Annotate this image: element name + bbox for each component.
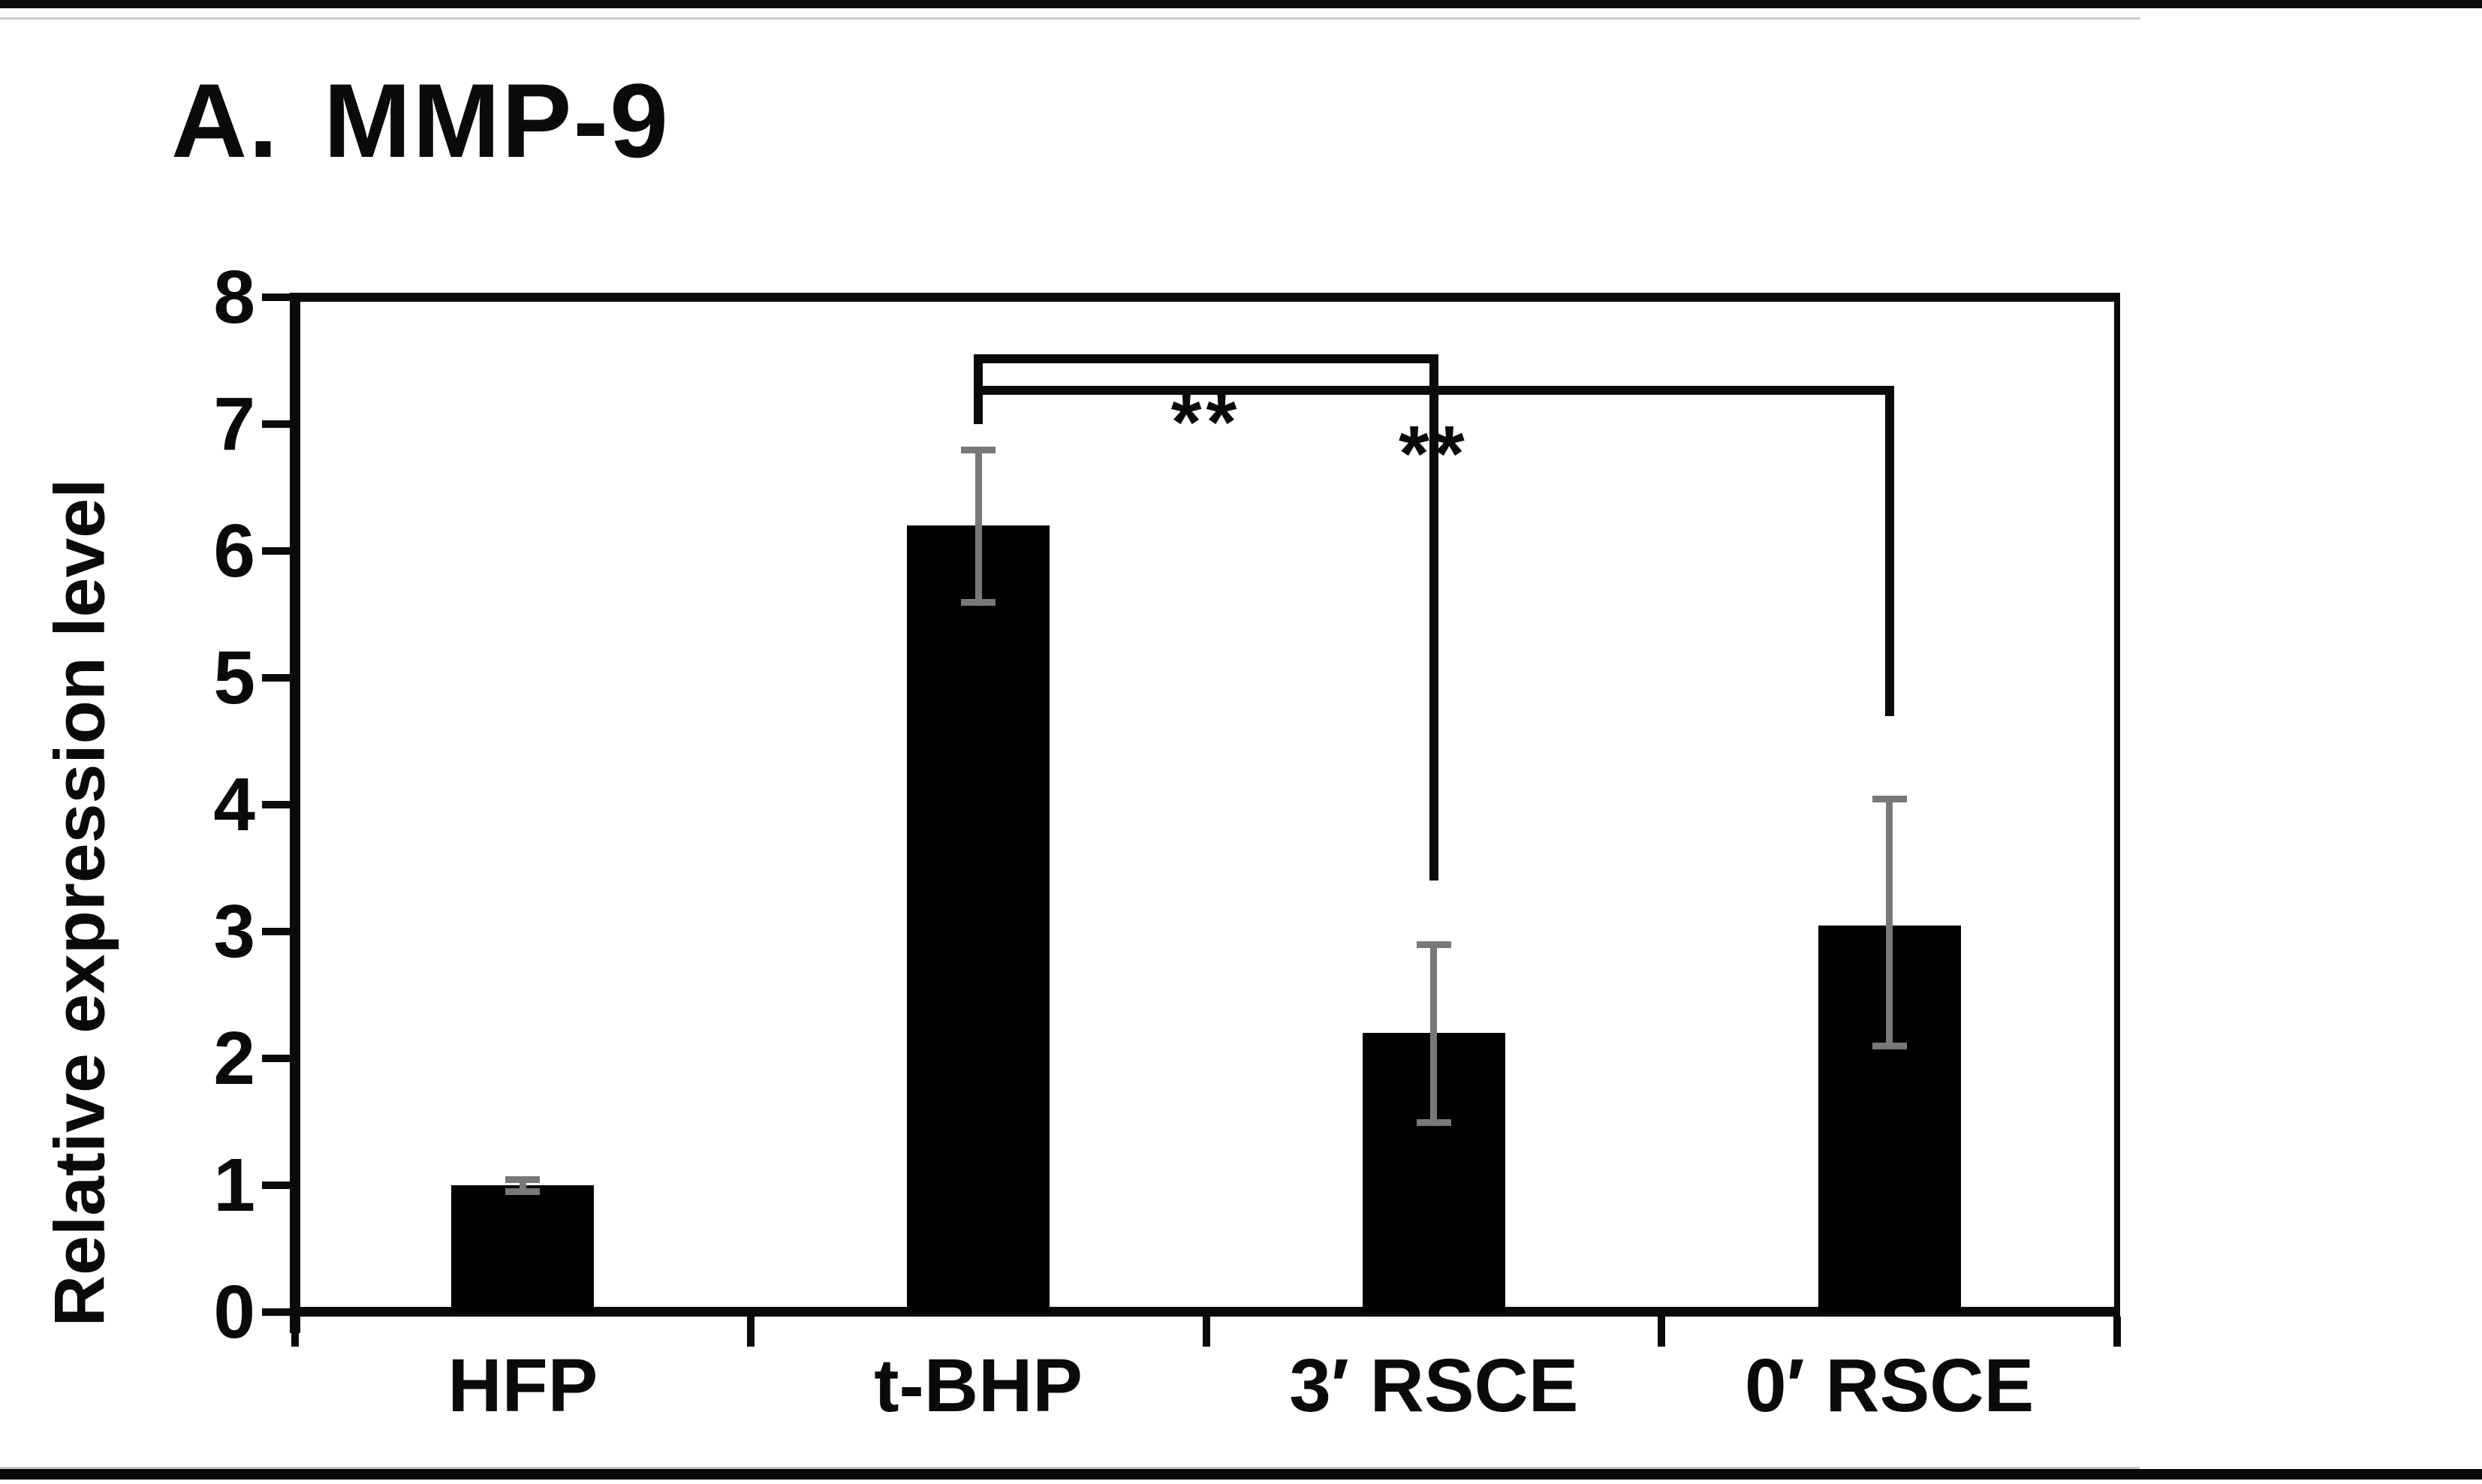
y-tick xyxy=(262,420,295,428)
error-bar-whisker xyxy=(1430,944,1438,1122)
y-tick-label: 1 xyxy=(213,1143,255,1227)
y-tick-label: 2 xyxy=(213,1016,255,1100)
significance-bracket-horizontal xyxy=(974,386,1894,396)
y-tick-label: 6 xyxy=(213,509,255,593)
category-label: HFP xyxy=(447,1344,598,1428)
y-tick xyxy=(262,1181,295,1189)
y-tick-label: 0 xyxy=(213,1270,255,1354)
significance-bracket-right-drop xyxy=(1884,386,1894,716)
significance-label: ** xyxy=(1170,378,1242,467)
x-tick xyxy=(291,1317,299,1347)
error-bar-cap-bottom xyxy=(1872,1043,1907,1050)
error-bar-whisker xyxy=(974,449,982,602)
y-tick-label: 7 xyxy=(213,382,255,466)
y-tick xyxy=(262,293,295,301)
error-bar-whisker xyxy=(1886,798,1893,1046)
error-bar-cap-bottom xyxy=(505,1188,541,1196)
error-bar-cap-top xyxy=(1416,941,1451,948)
category-label: 3′ RSCE xyxy=(1289,1344,1579,1428)
figure-title: A. MMP-9 xyxy=(171,62,670,179)
y-tick-label: 4 xyxy=(213,763,255,847)
y-tick xyxy=(262,928,295,935)
significance-bracket-left-drop xyxy=(974,386,983,424)
y-tick xyxy=(262,547,295,555)
x-tick xyxy=(2113,1317,2121,1347)
y-tick-label: 3 xyxy=(213,889,255,974)
error-bar-cap-top xyxy=(961,446,996,453)
bottom-border-rule-shadow xyxy=(0,1467,2140,1469)
y-axis-line xyxy=(290,293,300,1333)
significance-bracket-right-drop xyxy=(1429,354,1438,881)
x-axis-line xyxy=(290,1307,2120,1317)
error-bar-cap-top xyxy=(1872,795,1907,802)
plot-frame-top xyxy=(290,293,2120,302)
bar xyxy=(907,525,1050,1312)
y-tick xyxy=(262,1055,295,1062)
plot-frame-right xyxy=(2114,293,2120,1342)
top-border-rule-shadow xyxy=(0,17,2140,20)
x-tick xyxy=(1658,1317,1666,1347)
y-tick-label: 8 xyxy=(213,255,255,339)
y-axis-title: Relative expression level xyxy=(40,477,120,1327)
category-label: t-BHP xyxy=(874,1344,1083,1428)
error-bar-cap-top xyxy=(505,1175,541,1183)
error-bar-whisker xyxy=(519,1178,526,1192)
y-tick-label: 5 xyxy=(213,636,255,720)
y-tick xyxy=(262,801,295,808)
category-label: 0′ RSCE xyxy=(1745,1344,2035,1428)
significance-bracket-horizontal xyxy=(974,354,1438,364)
bar xyxy=(451,1185,595,1312)
significance-label: ** xyxy=(1399,410,1469,498)
top-border-rule xyxy=(0,0,2482,8)
error-bar-cap-bottom xyxy=(1416,1118,1451,1126)
bottom-border-rule xyxy=(0,1469,2482,1479)
x-tick xyxy=(1202,1317,1210,1347)
error-bar-cap-bottom xyxy=(961,598,996,606)
y-tick xyxy=(262,1308,295,1316)
y-tick xyxy=(262,674,295,682)
x-tick xyxy=(746,1317,755,1347)
